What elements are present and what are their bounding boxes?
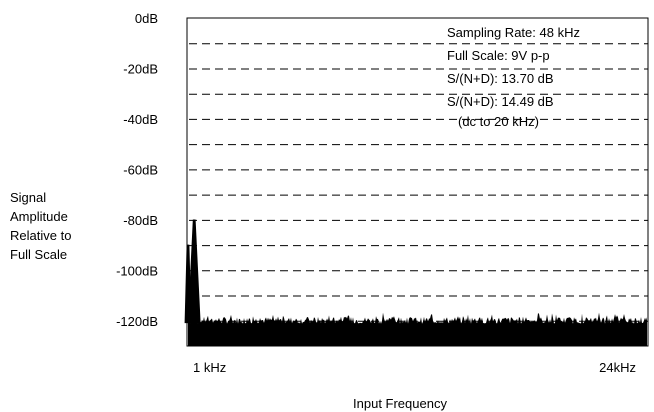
y-tick-label: -20dB	[123, 61, 158, 76]
y-tick-label: -40dB	[123, 112, 158, 127]
spectral-peak	[187, 219, 201, 324]
spectrum-series	[184, 219, 647, 346]
x-tick-label: 1 kHz	[193, 360, 226, 375]
annotation-line: Full Scale: 9V p-p	[447, 48, 550, 63]
y-axis-label-line: Amplitude	[10, 209, 68, 224]
y-axis-label-line: Relative to	[10, 228, 71, 243]
annotation-line: (dc to 20 kHz)	[458, 114, 539, 129]
y-tick-label: -120dB	[116, 314, 158, 329]
y-tick-label: -80dB	[123, 213, 158, 228]
x-tick-label: 24kHz	[599, 360, 636, 375]
x-tick-labels: 1 kHz 24kHz	[193, 360, 636, 375]
y-axis-label-line: Full Scale	[10, 247, 67, 262]
grid-lines	[189, 43, 648, 322]
y-tick-label: 0dB	[135, 11, 158, 26]
noise-floor	[188, 312, 647, 346]
annotation-line: Sampling Rate: 48 kHz	[447, 25, 580, 40]
y-axis-label-line: Signal	[10, 190, 46, 205]
annotation-line: S/(N+D): 13.70 dB	[447, 71, 554, 86]
annotation-line: S/(N+D): 14.49 dB	[447, 94, 554, 109]
annotation-box: Sampling Rate: 48 kHz Full Scale: 9V p-p S…	[447, 25, 580, 129]
y-axis-label: Signal Amplitude Relative to Full Scale	[10, 190, 71, 262]
y-tick-label: -60dB	[123, 162, 158, 177]
plot-frame	[186, 17, 649, 347]
y-tick-labels: 0dB -20dB -40dB -60dB -80dB -100dB -120dB	[116, 11, 158, 329]
x-axis-label: Input Frequency	[353, 396, 447, 411]
y-tick-label: -100dB	[116, 263, 158, 278]
